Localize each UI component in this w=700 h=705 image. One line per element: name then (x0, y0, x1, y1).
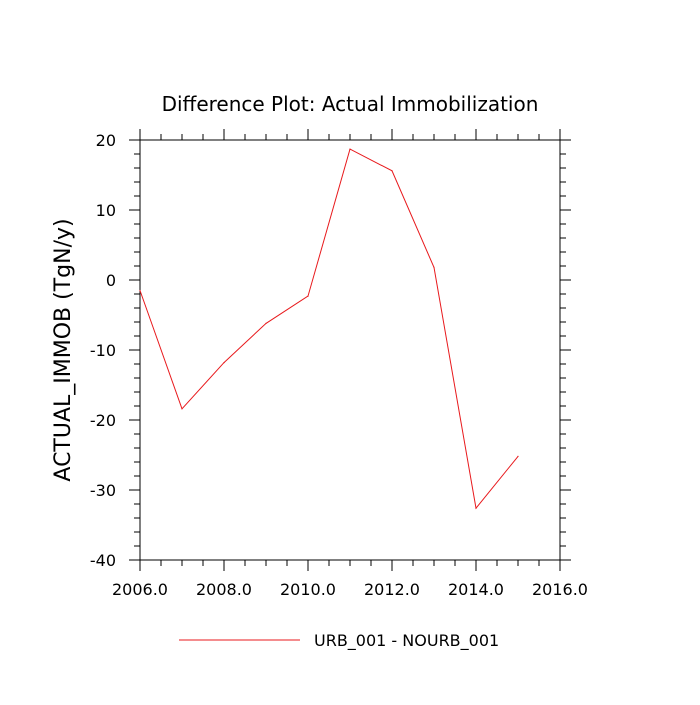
chart-title: Difference Plot: Actual Immobilization (162, 92, 539, 116)
data-point (349, 148, 351, 150)
data-point (181, 408, 183, 410)
data-point (265, 322, 267, 324)
plot-frame (139, 139, 561, 561)
legend-label: URB_001 - NOURB_001 (314, 631, 499, 651)
y-tick-label: 0 (106, 271, 116, 290)
y-tick-label: 20 (96, 131, 116, 150)
x-tick-label: 2012.0 (364, 580, 420, 599)
y-tick-label: -40 (90, 551, 116, 570)
x-tick-label: 2008.0 (196, 580, 252, 599)
x-tick-label: 2006.0 (112, 580, 168, 599)
y-tick-label: -20 (90, 411, 116, 430)
y-axis-label: ACTUAL_IMMOB (TgN/y) (51, 218, 76, 481)
data-point (307, 295, 309, 297)
data-point (139, 289, 141, 292)
data-point (475, 507, 477, 509)
data-point (223, 362, 225, 364)
series-line-0 (139, 148, 519, 510)
x-tick-label: 2016.0 (532, 580, 588, 599)
data-point (517, 455, 519, 457)
x-tick-label: 2014.0 (448, 580, 504, 599)
y-tick-label: 10 (96, 201, 116, 220)
data-point (433, 266, 435, 268)
legend: URB_001 - NOURB_001 (179, 631, 499, 651)
data-point (391, 170, 393, 172)
y-tick-label: -30 (90, 481, 116, 500)
y-tick-label: -10 (90, 341, 116, 360)
x-tick-label: 2010.0 (280, 580, 336, 599)
